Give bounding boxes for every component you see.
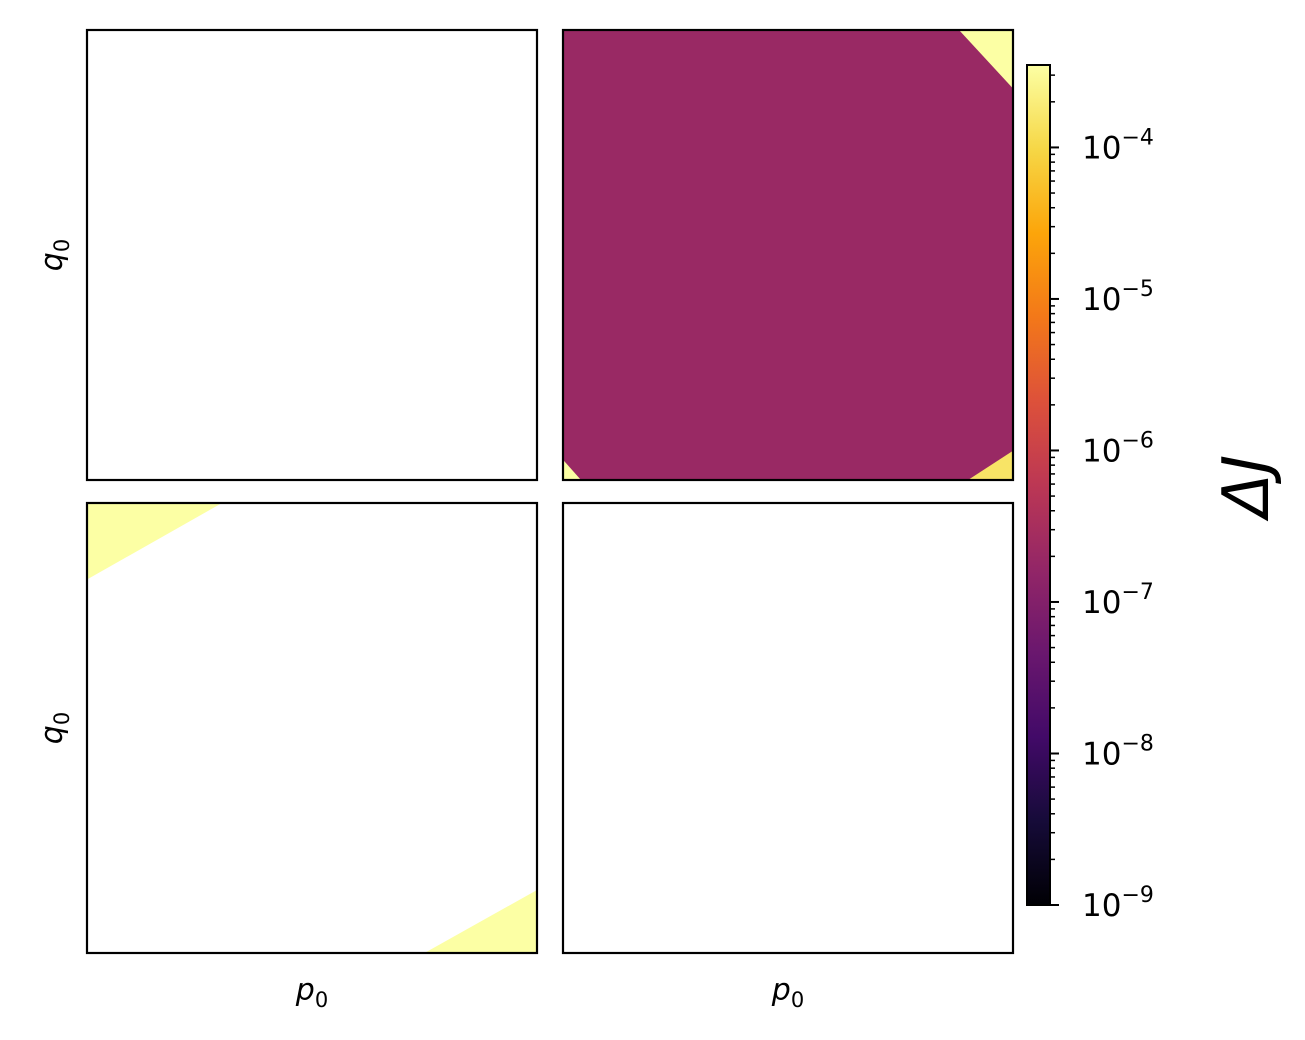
panel-frame: [85, 28, 539, 482]
panel-background: [563, 503, 1013, 953]
colorbar-tick-exponent: −8: [1121, 731, 1153, 756]
colorbar-tick-label: 10−5: [1082, 277, 1154, 318]
panel-r0c0: [85, 28, 539, 482]
panel-frame: [561, 28, 1015, 482]
panel-background: [563, 30, 1013, 480]
heatmap-region: [424, 890, 537, 953]
colorbar-tick-exponent: −9: [1121, 883, 1153, 908]
y-axis-label-top-subscript: 0: [50, 239, 74, 252]
y-axis-label-top: q0: [35, 239, 74, 271]
x-axis-label-left-base: p: [295, 973, 315, 1008]
colorbar-tick-label: 10−8: [1082, 731, 1154, 772]
panel-r0c1: [561, 28, 1015, 482]
x-axis-label-left: p0: [295, 973, 328, 1012]
colorbar-tick-label: 10−7: [1082, 580, 1154, 621]
colorbar-tick-label: 10−6: [1082, 428, 1154, 469]
colorbar-tick-exponent: −6: [1121, 428, 1153, 453]
heatmap-region: [968, 450, 1013, 480]
panel-background: [87, 30, 537, 480]
panel-r1c1: [561, 501, 1015, 955]
heatmap-region: [87, 503, 222, 580]
colorbar-tick-exponent: −7: [1121, 580, 1153, 605]
heatmap-region: [563, 459, 581, 480]
colorbar-gradient: [1027, 65, 1050, 905]
colorbar-tick-base: 10: [1082, 888, 1121, 924]
colorbar-tick-base: 10: [1082, 585, 1121, 621]
x-axis-label-right-subscript: 0: [791, 988, 804, 1012]
x-axis-label-right-base: p: [771, 973, 791, 1008]
colorbar-tick-label: 10−9: [1082, 883, 1154, 924]
x-axis-label-left-subscript: 0: [315, 988, 328, 1012]
y-axis-label-bottom: q0: [35, 712, 74, 744]
panel-r1c0: [85, 501, 539, 955]
y-axis-label-top-base: q: [35, 252, 70, 271]
panel-frame: [85, 501, 539, 955]
panel-frame: [561, 501, 1015, 955]
colorbar-tick-base: 10: [1082, 433, 1121, 469]
panel-background: [87, 503, 537, 953]
colorbar-tick-base: 10: [1082, 130, 1121, 166]
colorbar-frame: [1026, 64, 1051, 906]
colorbar-label: ΔJ: [1210, 455, 1284, 523]
colorbar: 10−910−810−710−610−510−4ΔJ: [1026, 64, 1284, 924]
x-axis-label-right: p0: [771, 973, 804, 1012]
colorbar-tick-label: 10−4: [1082, 125, 1154, 166]
colorbar-tick-base: 10: [1082, 736, 1121, 772]
y-axis-label-bottom-base: q: [35, 725, 70, 744]
colorbar-tick-exponent: −4: [1121, 125, 1153, 150]
heatmap-region: [959, 30, 1013, 89]
colorbar-tick-base: 10: [1082, 282, 1121, 318]
y-axis-label-bottom-subscript: 0: [50, 712, 74, 725]
colorbar-tick-exponent: −5: [1121, 277, 1153, 302]
